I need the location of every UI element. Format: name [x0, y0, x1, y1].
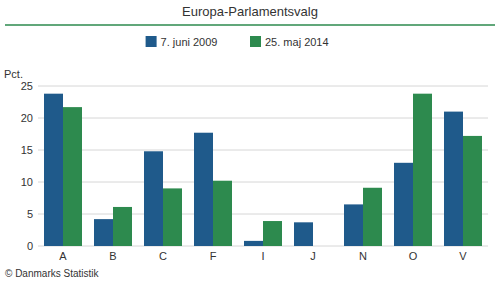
bar	[244, 241, 263, 246]
chart: Europa-Parlamentsvalg 7. juni 2009 25. maj…	[0, 0, 500, 282]
y-tick-label: 5	[27, 208, 33, 220]
x-axis: ABCFIJNOV	[59, 250, 467, 262]
chart-container: Europa-Parlamentsvalg 7. juni 2009 25. maj…	[0, 0, 500, 282]
bar	[363, 188, 382, 246]
x-tick-label: N	[359, 250, 367, 262]
bar	[63, 107, 82, 246]
x-tick-label: O	[409, 250, 418, 262]
x-tick-label: F	[210, 250, 217, 262]
footer: © Danmarks Statistik	[5, 268, 100, 279]
y-axis: 0 5 10 15 20 25	[21, 80, 488, 252]
x-tick-label: I	[261, 250, 264, 262]
y-tick-label: 15	[21, 144, 33, 156]
bar	[144, 151, 163, 246]
x-tick-label: B	[109, 250, 116, 262]
x-tick-label: V	[459, 250, 467, 262]
bar	[213, 181, 232, 246]
y-tick-label: 25	[21, 80, 33, 92]
x-tick-label: C	[159, 250, 167, 262]
x-tick-label: J	[310, 250, 316, 262]
bar	[463, 136, 482, 246]
title: Europa-Parlamentsvalg	[182, 4, 318, 19]
bar	[344, 204, 363, 246]
bar	[294, 222, 313, 246]
bars	[44, 94, 482, 246]
legend: 7. juni 2009 25. maj 2014	[146, 36, 329, 48]
bar	[263, 221, 282, 246]
y-axis-label: Pct.	[4, 68, 23, 80]
bar	[44, 94, 63, 246]
bar	[394, 163, 413, 246]
bar	[313, 246, 332, 247]
x-tick-label: A	[59, 250, 67, 262]
legend-swatch	[250, 36, 261, 47]
legend-swatch	[146, 36, 157, 47]
y-tick-label: 0	[27, 240, 33, 252]
legend-label: 7. juni 2009	[161, 36, 218, 48]
header-rule	[5, 24, 495, 26]
bar	[194, 133, 213, 246]
y-tick-label: 10	[21, 176, 33, 188]
bar	[413, 94, 432, 246]
bar	[163, 188, 182, 246]
legend-label: 25. maj 2014	[265, 36, 329, 48]
grid-line	[38, 86, 488, 87]
bar	[94, 219, 113, 246]
bar	[444, 112, 463, 246]
bar	[113, 207, 132, 246]
y-tick-label: 20	[21, 112, 33, 124]
